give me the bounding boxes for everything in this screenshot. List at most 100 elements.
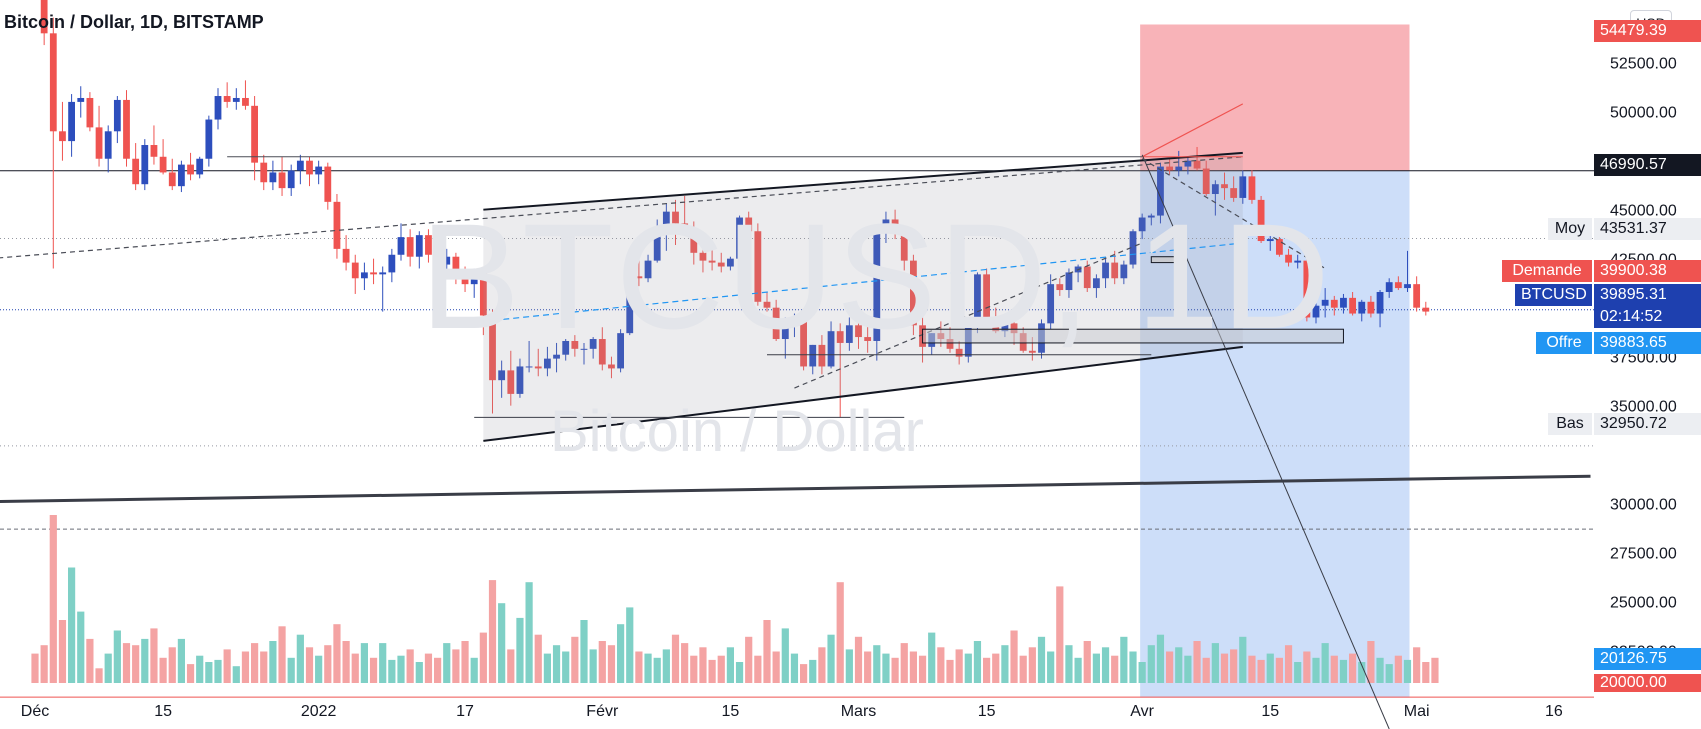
candle-body: [1367, 301, 1375, 314]
drawings: [0, 103, 1591, 729]
volume-bar: [525, 582, 533, 683]
volume-bar: [763, 620, 771, 683]
candle-body: [406, 237, 414, 257]
volume-bar: [790, 653, 799, 683]
candle-body: [1111, 262, 1119, 279]
volume-bar: [1193, 641, 1201, 683]
candle-body: [855, 325, 862, 338]
candle-body: [1083, 266, 1091, 289]
volume-bar: [845, 649, 853, 683]
volume-bar: [241, 651, 250, 683]
offre-value: 39883.65: [1594, 332, 1701, 354]
candle-body: [754, 231, 762, 302]
time-axis[interactable]: Déc 15 2022 17 Févr 15 Mars 15 Avr 15 Mai 16: [21, 703, 1563, 720]
volume-bar: [735, 662, 744, 683]
volume-bar: [369, 657, 378, 683]
volume-bar: [964, 653, 972, 683]
candle-body: [699, 252, 707, 261]
candle-body: [351, 262, 359, 279]
time-axis-label: Mai: [1404, 703, 1430, 720]
time-axis-label: 15: [154, 703, 172, 720]
name-watermark: Bitcoin / Dollar: [550, 399, 924, 464]
candle-body: [781, 323, 789, 340]
candle-body: [763, 301, 771, 308]
volume-bar: [1202, 657, 1210, 683]
volume-bar: [1431, 657, 1439, 683]
candle-body: [891, 219, 899, 234]
candle-body: [745, 217, 753, 232]
volume-bar: [168, 647, 176, 683]
volume-bar: [1120, 636, 1128, 683]
volume-bar: [1321, 643, 1329, 683]
volume-bar: [1001, 645, 1009, 683]
candle-body: [1056, 284, 1064, 291]
price-axis-label: 27500.00: [1610, 546, 1677, 563]
volume-bar: [717, 655, 725, 683]
candle-body: [77, 97, 85, 102]
volume-bar: [781, 628, 789, 683]
volume-bar: [1037, 636, 1046, 683]
candle-body: [168, 172, 176, 187]
volume-bar: [1129, 651, 1137, 683]
candle-body: [104, 131, 112, 159]
candle-body: [736, 217, 743, 259]
candle-body: [516, 366, 524, 394]
volume-bar: [406, 649, 414, 683]
candle-body: [214, 96, 222, 120]
candle-body: [1157, 166, 1164, 216]
volume-bar: [58, 620, 67, 683]
volume-bar: [1111, 655, 1119, 683]
volume-bar: [1266, 653, 1274, 683]
channel-bottom: [483, 345, 1243, 442]
candle-body: [708, 260, 716, 263]
price-axis-label: 52500.00: [1610, 56, 1677, 73]
candle-body: [187, 164, 194, 175]
volume-bar: [296, 634, 304, 683]
volume-bar: [104, 653, 112, 683]
candle-body: [306, 160, 313, 175]
volume-bar: [1056, 586, 1064, 683]
volume-bar: [1220, 653, 1229, 683]
stop-loss-zone: [1140, 24, 1410, 171]
candle-body: [1001, 323, 1009, 332]
volume-bar: [1175, 647, 1183, 683]
candle-body: [269, 172, 277, 183]
candle-body: [662, 211, 670, 234]
candle-body: [333, 201, 341, 249]
volume-bar: [827, 634, 835, 683]
volume-bar: [470, 657, 478, 683]
volume-bars: [31, 515, 1439, 683]
candle-body: [681, 223, 689, 230]
candle-body: [553, 354, 560, 359]
candle-body: [983, 274, 990, 318]
volume-bar: [315, 655, 323, 683]
time-axis-label: 15: [978, 703, 996, 720]
candle-body: [452, 256, 460, 277]
candle-body: [461, 276, 469, 285]
volume-bar: [1166, 651, 1174, 683]
candle-body: [598, 339, 606, 365]
candle-body: [727, 258, 734, 267]
candle-body: [223, 96, 231, 102]
volume-bar: [1403, 659, 1412, 683]
volume-bar: [1339, 659, 1348, 683]
candle-body: [296, 160, 304, 171]
candle-body: [1221, 184, 1228, 189]
symbol-value: 39895.31: [1594, 284, 1701, 306]
top-price-tag: 54479.39: [1594, 20, 1701, 42]
price-axis[interactable]: 52500.0050000.0047500.0045000.0042500.00…: [1594, 0, 1701, 729]
candle-body: [1257, 199, 1265, 242]
candle-body: [132, 158, 140, 185]
volume-bar: [1367, 641, 1375, 683]
candle-body: [644, 260, 652, 279]
candlesticks: [40, 0, 1430, 418]
volume-bar: [1394, 655, 1402, 683]
volume-bar: [122, 643, 131, 683]
projection-line: [1141, 154, 1390, 729]
volume-bar: [580, 620, 588, 683]
volume-bar: [434, 657, 442, 683]
volume-bar: [49, 515, 57, 683]
volume-bar: [443, 643, 451, 683]
candle-body: [479, 272, 487, 316]
